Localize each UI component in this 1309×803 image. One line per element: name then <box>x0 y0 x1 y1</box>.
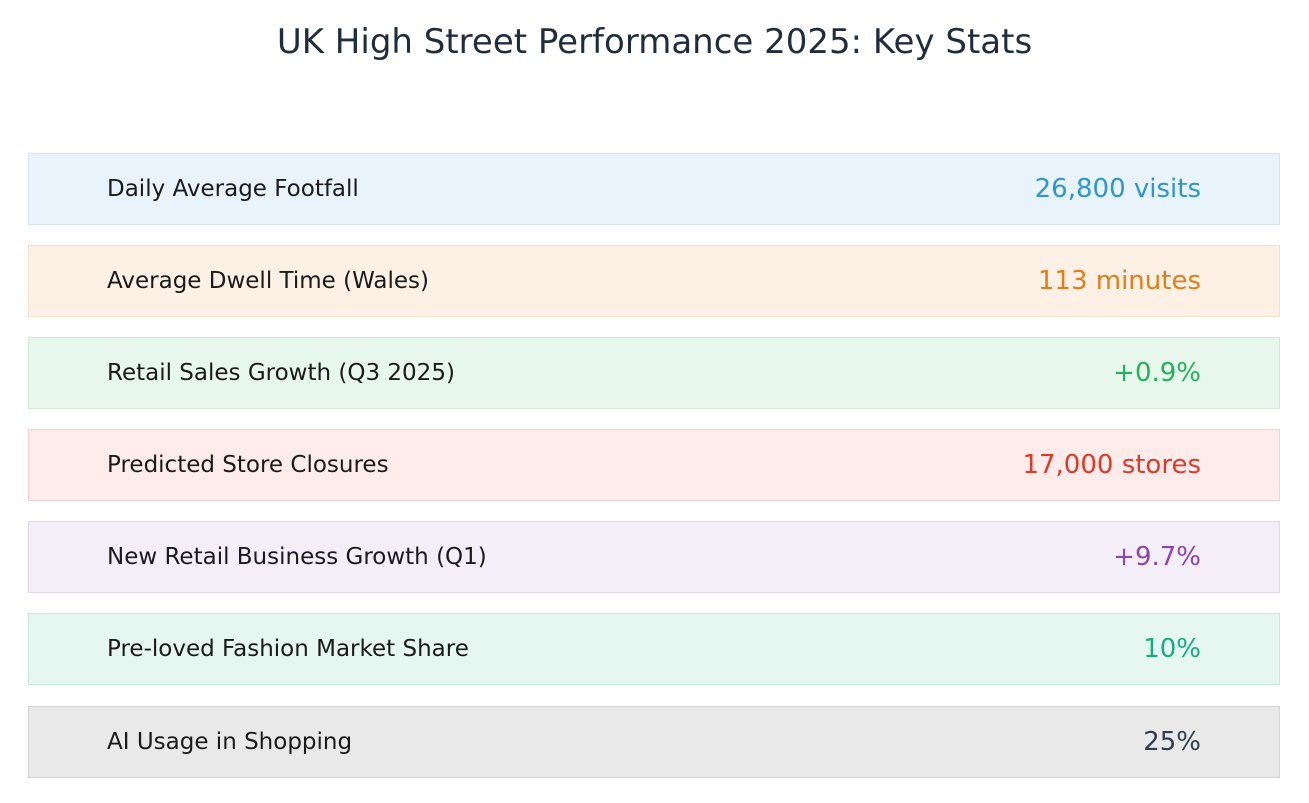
stat-label: Predicted Store Closures <box>107 452 389 478</box>
stat-value: 17,000 stores <box>1022 450 1201 480</box>
stat-value: 25% <box>1143 727 1201 757</box>
stat-row: Pre-loved Fashion Market Share 10% <box>28 613 1280 685</box>
stat-row: Retail Sales Growth (Q3 2025) +0.9% <box>28 337 1280 409</box>
stat-row: Predicted Store Closures 17,000 stores <box>28 429 1280 501</box>
stat-value: 10% <box>1143 634 1201 664</box>
stat-label: Daily Average Footfall <box>107 176 359 202</box>
stat-label: Pre-loved Fashion Market Share <box>107 636 469 662</box>
page-title: UK High Street Performance 2025: Key Sta… <box>276 22 1033 62</box>
stat-row: New Retail Business Growth (Q1) +9.7% <box>28 521 1280 593</box>
stat-row: Average Dwell Time (Wales) 113 minutes <box>28 245 1280 317</box>
stat-label: New Retail Business Growth (Q1) <box>107 544 487 570</box>
stat-row: AI Usage in Shopping 25% <box>28 706 1280 778</box>
stat-value: +9.7% <box>1113 542 1201 572</box>
stat-label: Retail Sales Growth (Q3 2025) <box>107 360 455 386</box>
stat-row: Daily Average Footfall 26,800 visits <box>28 153 1280 225</box>
stat-value: 113 minutes <box>1037 266 1201 296</box>
stat-label: AI Usage in Shopping <box>107 729 353 755</box>
stat-value: +0.9% <box>1113 358 1201 388</box>
stat-label: Average Dwell Time (Wales) <box>107 268 429 294</box>
stat-value: 26,800 visits <box>1034 174 1201 204</box>
